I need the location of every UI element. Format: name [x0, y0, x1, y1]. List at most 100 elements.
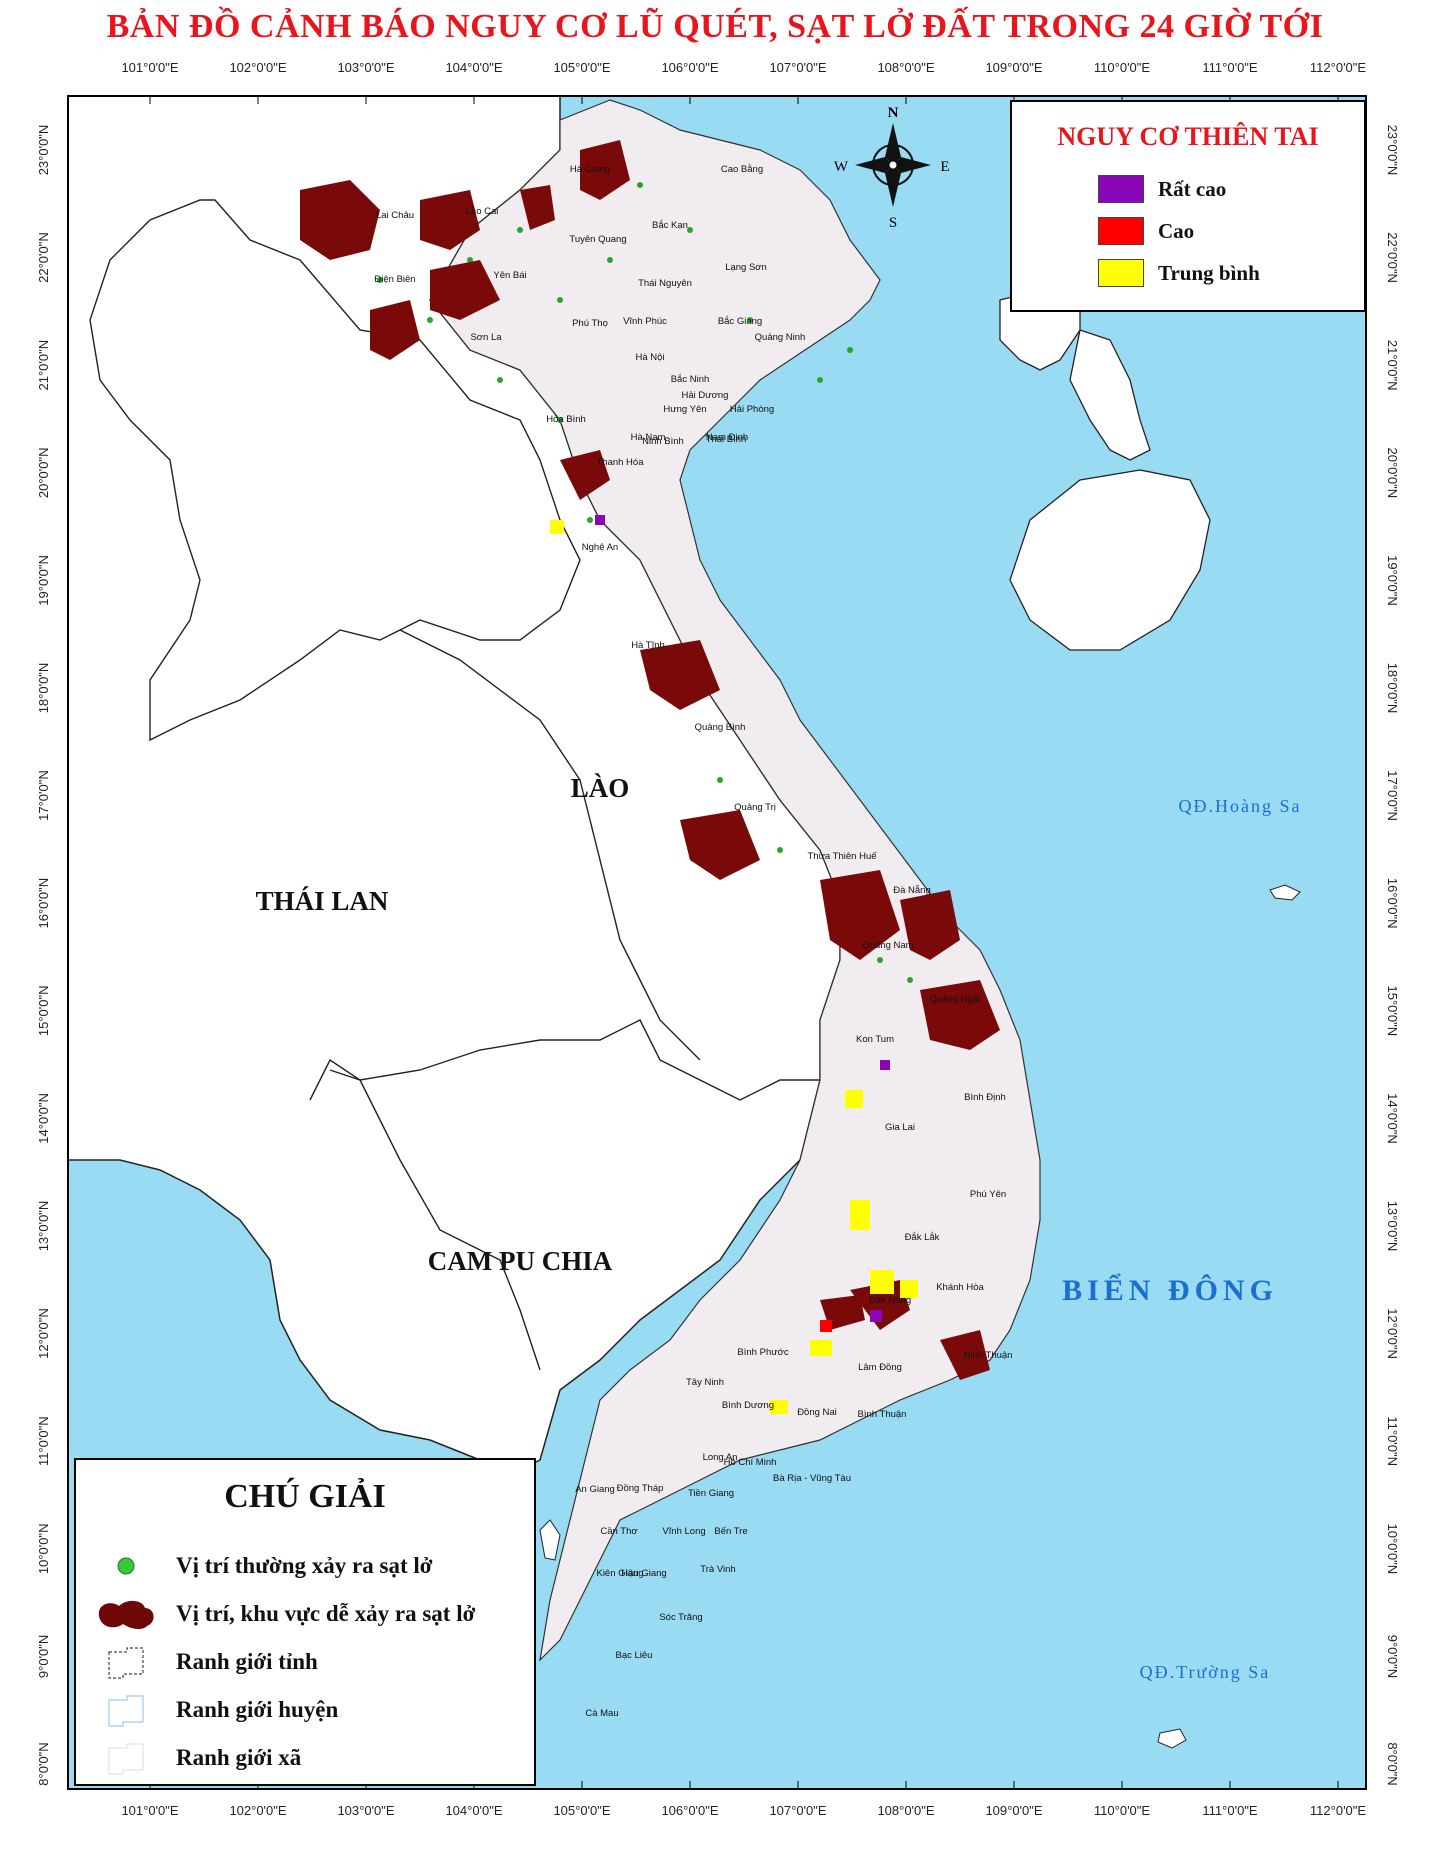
risk-item-high: Cao — [1098, 216, 1194, 246]
legend-label: Vị trí, khu vực dễ xảy ra sạt lở — [176, 1601, 476, 1626]
province-label: Lai Châu — [376, 210, 414, 221]
risk-item-very-high: Rất cao — [1098, 174, 1226, 204]
province-label: Hải Dương — [682, 390, 729, 401]
province-label: Hà Tĩnh — [631, 640, 665, 651]
lon-label: 103°0'0"E — [337, 1803, 394, 1818]
province-label: Thừa Thiên Huế — [807, 851, 877, 862]
thai-cambodia-border — [309, 1058, 541, 1371]
lon-label: 107°0'0"E — [769, 60, 826, 75]
landslide-zone — [420, 190, 480, 250]
province-label: Hồ Chí Minh — [724, 1457, 777, 1468]
province-label: Hà Nội — [635, 352, 664, 363]
landslide-zone — [850, 1280, 910, 1330]
lat-label: 18°0'0"N — [1385, 663, 1400, 714]
risk-swatch-medium — [1098, 259, 1144, 287]
province-label: Cà Mau — [585, 1708, 618, 1719]
landslide-zone — [920, 980, 1000, 1050]
landslide-point — [377, 277, 383, 283]
landslide-zone — [640, 640, 720, 710]
dark-red-blob-icon — [90, 1596, 162, 1632]
province-label: Bình Phước — [737, 1347, 788, 1358]
lat-label: 16°0'0"N — [1385, 878, 1400, 929]
province-label: An Giang — [575, 1484, 615, 1495]
province-label: Bà Rịa - Vũng Tàu — [773, 1473, 851, 1484]
lon-label: 111°0'0"E — [1202, 60, 1258, 75]
risk-cell-medium — [845, 1090, 863, 1108]
lat-label: 23°0'0"N — [36, 125, 51, 176]
lat-label: 14°0'0"N — [1385, 1093, 1400, 1144]
province-label: Kon Tum — [856, 1034, 894, 1045]
province-label: Phú Yên — [970, 1189, 1006, 1200]
lon-label: 109°0'0"E — [985, 60, 1042, 75]
province-label: Vĩnh Phúc — [623, 316, 667, 327]
province-label: Bắc Ninh — [671, 374, 710, 385]
landslide-point — [497, 377, 503, 383]
province-label: Vĩnh Long — [662, 1526, 705, 1537]
province-label: Đồng Tháp — [617, 1483, 664, 1494]
landslide-point — [777, 847, 783, 853]
lon-label: 106°0'0"E — [661, 60, 718, 75]
landslide-zone — [520, 185, 555, 230]
map-title: BẢN ĐỒ CẢNH BÁO NGUY CƠ LŨ QUÉT, SẠT LỞ … — [106, 8, 1324, 45]
province-label: Quảng Trị — [734, 802, 776, 813]
province-label: Đồng Nai — [797, 1407, 837, 1418]
province-label: Gia Lai — [885, 1122, 915, 1133]
province-label: Phú Thọ — [572, 318, 608, 329]
lon-label: 112°0'0"E — [1310, 1803, 1366, 1818]
lat-labels-left: 23°0'0"N 22°0'0"N 21°0'0"N 20°0'0"N 19°0'0"N… — [36, 125, 51, 1786]
landslide-zone — [940, 1330, 990, 1380]
lon-label: 104°0'0"E — [445, 1803, 502, 1818]
lat-labels-right: 23°0'0"N 22°0'0"N 21°0'0"N 20°0'0"N 19°0'0"N… — [1385, 125, 1400, 1786]
compass-center — [888, 160, 898, 170]
lat-label: 22°0'0"N — [36, 232, 51, 283]
lat-label: 21°0'0"N — [1385, 340, 1400, 391]
landslide-point — [517, 227, 523, 233]
legend-label: Ranh giới huyện — [176, 1697, 339, 1722]
lat-label: 17°0'0"N — [1385, 770, 1400, 821]
district-boundary-icon — [90, 1692, 162, 1728]
lon-label: 104°0'0"E — [445, 60, 502, 75]
province-label: Lào Cai — [466, 206, 499, 217]
leizhou-peninsula — [1069, 329, 1151, 461]
lat-label: 18°0'0"N — [36, 663, 51, 714]
lat-label: 20°0'0"N — [36, 447, 51, 498]
province-label: Đà Nẵng — [893, 885, 931, 896]
landslide-point — [687, 227, 693, 233]
landslide-point — [587, 517, 593, 523]
legend-label: Vị trí thường xảy ra sạt lở — [176, 1553, 433, 1578]
province-label: Bắc Giang — [718, 316, 762, 327]
province-label: Thanh Hóa — [596, 457, 644, 468]
compass-rose: N S E W — [834, 105, 950, 231]
label-hoang-sa: QĐ.Hoàng Sa — [1179, 796, 1302, 816]
lat-label: 12°0'0"N — [1385, 1308, 1400, 1359]
hainan-island — [1009, 469, 1211, 651]
label-thailand: THÁI LAN — [256, 886, 389, 916]
lon-label: 101°0'0"E — [121, 1803, 178, 1818]
province-label: Đắk Lắk — [905, 1232, 940, 1243]
province-label: Khánh Hòa — [936, 1282, 984, 1293]
legend-item-commune-boundary: Ranh giới xã — [90, 1740, 301, 1776]
green-dot-icon — [90, 1548, 162, 1584]
lat-label: 17°0'0"N — [36, 770, 51, 821]
lat-label: 11°0'0"N — [36, 1416, 51, 1466]
risk-cell-medium — [850, 1200, 870, 1230]
landslide-zone — [370, 300, 420, 360]
commune-boundary-icon — [90, 1740, 162, 1776]
province-label: Thái Nguyên — [638, 278, 692, 289]
province-label: Bắc Kạn — [652, 220, 688, 231]
province-label: Trà Vinh — [700, 1564, 735, 1575]
risk-legend-box: NGUY CƠ THIÊN TAI Rất cao Cao Trung bình — [1010, 100, 1366, 312]
province-boundary-icon — [90, 1644, 162, 1680]
lon-label: 102°0'0"E — [229, 1803, 286, 1818]
landslide-point — [907, 977, 913, 983]
map-frame — [67, 95, 1367, 1790]
risk-legend-title: NGUY CƠ THIÊN TAI — [1057, 122, 1319, 151]
legend-item-district-boundary: Ranh giới huyện — [90, 1692, 338, 1728]
landslide-point — [747, 317, 753, 323]
province-label: Long An — [703, 1452, 738, 1463]
legend-item-landslide-zones: Vị trí, khu vực dễ xảy ra sạt lở — [90, 1596, 475, 1632]
lat-label: 9°0'0"N — [36, 1635, 51, 1678]
landslide-zone — [560, 450, 610, 500]
lat-label: 20°0'0"N — [1385, 447, 1400, 498]
